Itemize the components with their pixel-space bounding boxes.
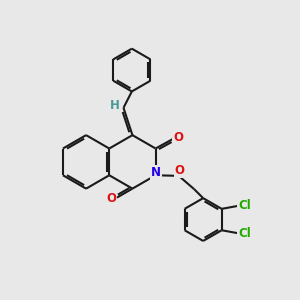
Text: Cl: Cl (238, 199, 251, 212)
Text: N: N (151, 166, 161, 179)
Text: H: H (110, 99, 119, 112)
Text: O: O (174, 164, 184, 177)
Text: O: O (106, 192, 117, 205)
Text: Cl: Cl (238, 227, 251, 240)
Text: O: O (173, 131, 183, 144)
